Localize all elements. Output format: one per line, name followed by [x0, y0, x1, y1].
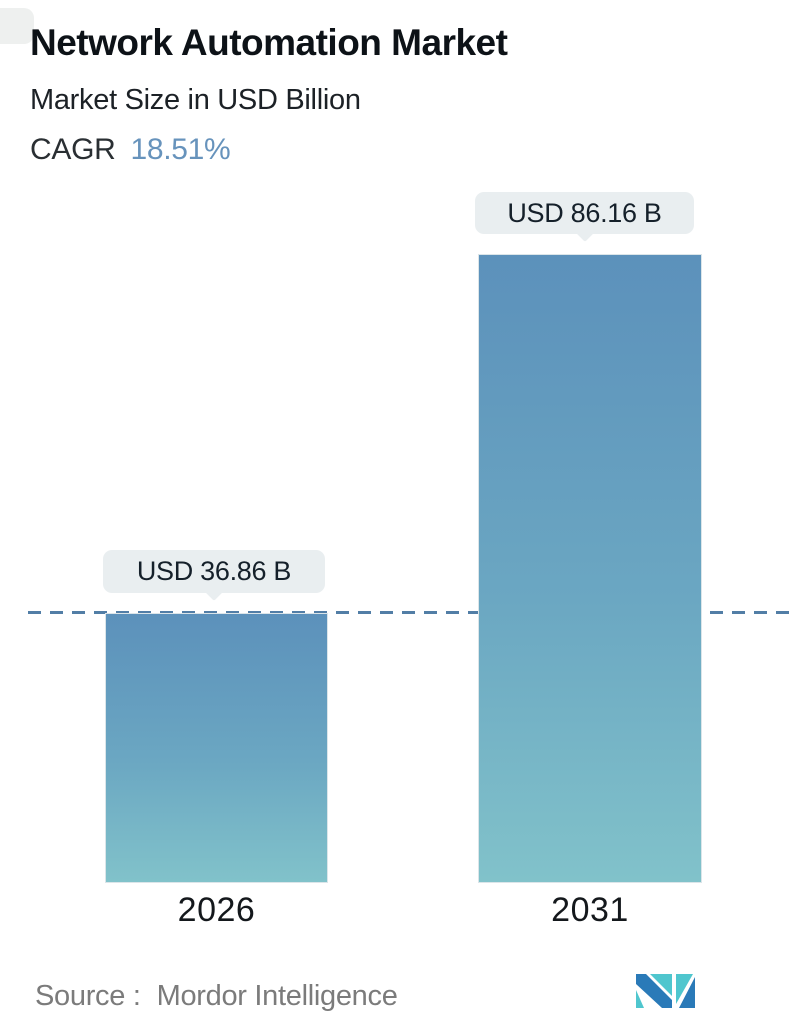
bar-2031 [478, 254, 702, 883]
chart-subtitle: Market Size in USD Billion [30, 84, 361, 116]
source-row: Source : Mordor Intelligence [35, 980, 398, 1013]
baseline-dashed-line [28, 611, 790, 614]
value-label-2031: USD 86.16 B [507, 197, 662, 228]
mordor-intelligence-logo-icon [636, 974, 695, 1008]
cagr-row: CAGR 18.51% [30, 133, 231, 167]
source-value: Mordor Intelligence [156, 980, 398, 1012]
value-label-bubble-2031: USD 86.16 B [475, 192, 694, 234]
source-label: Source : [35, 980, 141, 1012]
value-label-bubble-2026: USD 36.86 B [103, 550, 325, 593]
chart-title: Network Automation Market [30, 22, 508, 63]
cagr-label: CAGR [30, 133, 116, 166]
cropped-corner-shape [0, 8, 34, 44]
x-axis-label-2031: 2031 [551, 891, 629, 929]
cagr-value: 18.51% [130, 133, 231, 166]
bar-2026 [105, 613, 328, 883]
x-axis-label-2026: 2026 [177, 891, 256, 929]
value-label-2026: USD 36.86 B [136, 556, 292, 586]
